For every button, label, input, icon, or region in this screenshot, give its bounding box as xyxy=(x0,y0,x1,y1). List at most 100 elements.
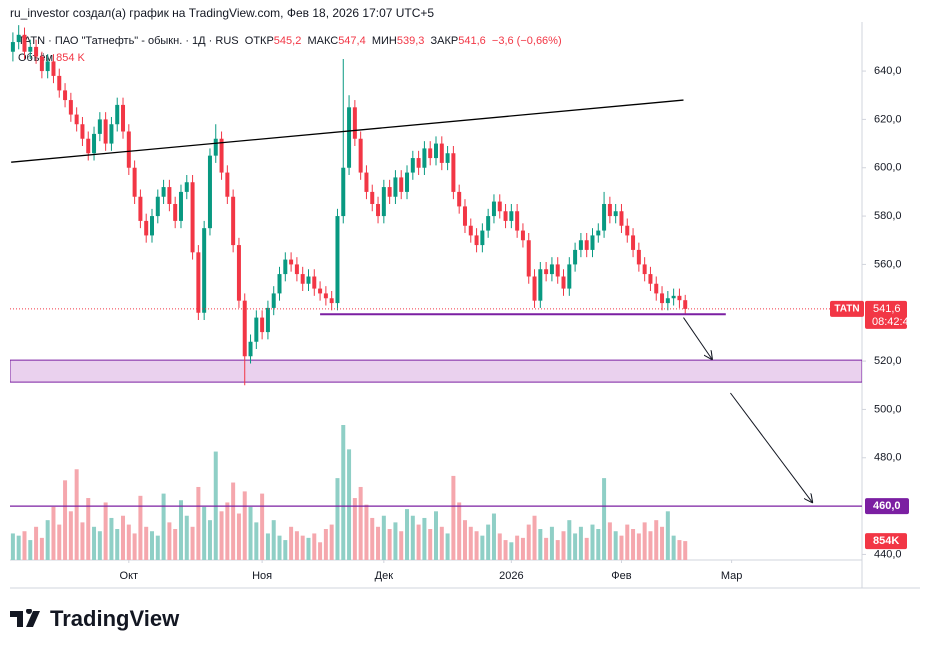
candle-body xyxy=(613,211,618,217)
volume-bar xyxy=(497,533,502,560)
level-tag xyxy=(865,498,909,515)
volume-bar xyxy=(648,531,653,560)
volume-bar xyxy=(376,526,381,560)
candle-body xyxy=(74,114,79,125)
candle-body xyxy=(63,90,68,101)
candle-body xyxy=(103,119,108,144)
volume-bar xyxy=(399,531,404,560)
volume-bar xyxy=(202,506,207,560)
volume-bar xyxy=(16,535,21,560)
trend-line xyxy=(11,99,684,163)
candle-body xyxy=(457,191,462,207)
candle-body xyxy=(451,153,456,192)
change: −3,6 (−0,66%) xyxy=(491,35,562,47)
volume-bar xyxy=(121,515,126,560)
candle-body xyxy=(86,138,91,154)
candle-body xyxy=(520,230,525,241)
candle-body xyxy=(39,56,44,72)
high-label: МАКС xyxy=(307,35,339,47)
candle-body xyxy=(538,269,543,301)
candle-body xyxy=(665,298,670,304)
volume-bar xyxy=(370,517,375,560)
volume-bar xyxy=(660,526,665,560)
volume-bar xyxy=(416,524,421,560)
volume-bar xyxy=(225,502,230,560)
instrument-name: ПАО "Татнефть" - обыкн. xyxy=(54,35,183,47)
volume-bar xyxy=(439,526,444,560)
candle-body xyxy=(352,107,357,139)
volume-bar xyxy=(590,524,595,560)
volume-bar xyxy=(22,531,27,560)
volume-bar xyxy=(567,520,572,560)
candle-body xyxy=(28,46,33,52)
candle-body xyxy=(271,293,276,308)
volume-bar xyxy=(132,533,137,560)
open-label: ОТКР xyxy=(244,35,274,47)
volume-bar xyxy=(480,535,485,560)
volume-bar xyxy=(515,535,520,560)
candle-body xyxy=(526,240,531,277)
candle-body xyxy=(196,252,201,313)
volume-bar xyxy=(242,491,247,560)
candle-body xyxy=(549,264,554,275)
volume-bar xyxy=(196,486,201,560)
volume-bar xyxy=(434,511,438,560)
volume-bar xyxy=(45,520,50,560)
volume-label: Объём xyxy=(18,52,54,64)
price-tag-countdown: 08:42:48 xyxy=(872,316,915,328)
open-value: 545,2 xyxy=(273,35,302,47)
volume-bar xyxy=(57,524,62,560)
y-tick-label: 620,0 xyxy=(874,113,902,125)
candle-body xyxy=(486,216,491,231)
candle-body xyxy=(410,158,415,173)
candle-body xyxy=(184,182,189,192)
candle-body xyxy=(515,211,520,231)
candle-body xyxy=(584,240,589,250)
x-tick-label: Мар xyxy=(721,570,743,582)
volume-bar xyxy=(265,533,270,560)
volume-legend: Объём 854 K xyxy=(18,52,85,64)
volume-bar xyxy=(161,493,166,560)
volume-bar xyxy=(92,526,97,560)
candle-body xyxy=(578,240,583,250)
volume-bar xyxy=(474,531,479,560)
candle-body xyxy=(335,216,340,304)
legend: TATN · ПАО "Татнефть" - обыкн. · 1Д · RU… xyxy=(18,35,562,47)
candle-body xyxy=(97,119,102,134)
candle-body xyxy=(445,153,450,163)
candle-body xyxy=(289,259,294,265)
chart: 440,0 480,0 500,0 520,0 560,0 580,0 600,0 620,0… xyxy=(10,22,920,589)
volume-bar xyxy=(28,540,33,560)
volume-bar xyxy=(115,529,120,560)
volume-bar xyxy=(190,526,195,560)
candle-body xyxy=(10,42,15,52)
volume-bar xyxy=(584,537,589,560)
candle-body xyxy=(138,196,143,221)
candle-body xyxy=(121,104,126,132)
candle-body xyxy=(636,249,641,265)
candle-body xyxy=(150,216,154,236)
volume-bar xyxy=(405,509,410,560)
volume-bar xyxy=(289,526,294,560)
candle-body xyxy=(364,172,369,192)
volume-bar xyxy=(642,522,647,560)
candle-body xyxy=(173,203,178,221)
candle-body xyxy=(51,61,56,76)
volume-bar xyxy=(428,529,433,560)
candle-body xyxy=(399,177,404,192)
candle-body xyxy=(300,274,305,284)
candle-body xyxy=(596,230,601,236)
candle-body xyxy=(323,293,328,299)
volume-bar xyxy=(126,524,131,560)
candle-body xyxy=(109,124,114,144)
volume-bar xyxy=(167,522,172,560)
volume-bar xyxy=(683,541,688,560)
candle-body xyxy=(370,191,375,204)
volume-bar xyxy=(503,540,508,560)
candle-body xyxy=(167,187,172,204)
volume-bar xyxy=(509,542,514,560)
candle-body xyxy=(92,133,97,154)
volume-bar xyxy=(219,511,224,560)
candle-body xyxy=(347,107,352,168)
volume-bar xyxy=(358,486,363,560)
